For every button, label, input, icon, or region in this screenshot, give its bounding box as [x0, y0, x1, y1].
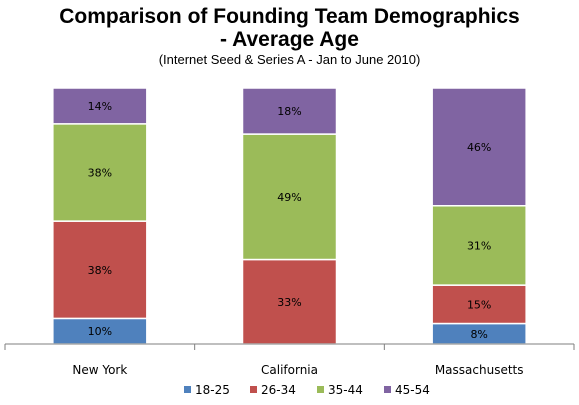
data-label-26-34-california: 33%: [277, 296, 301, 309]
data-label-18-25-massachusetts: 8%: [470, 328, 487, 341]
chart-title-line1: Comparison of Founding Team Demographics: [59, 5, 520, 28]
legend-swatch-26-34: [250, 386, 257, 393]
legend-label-45-54: 45-54: [395, 383, 430, 397]
bar-segment-26-34-new-york: [52, 220, 148, 320]
bar-segment-18-25-new-york: [52, 317, 148, 345]
data-label-26-34-new-york: 38%: [88, 264, 112, 277]
category-label-massachusetts: Massachusetts: [435, 363, 524, 377]
data-label-26-34-massachusetts: 15%: [467, 298, 491, 311]
chart-title-line2: - Average Age: [220, 28, 359, 51]
data-label-35-44-new-york: 38%: [88, 166, 112, 179]
category-label-new-york: New York: [72, 363, 127, 377]
bar-segment-45-54-massachusetts: [431, 87, 527, 207]
bar-segment-45-54-new-york: [52, 87, 148, 125]
data-label-45-54-massachusetts: 46%: [467, 141, 491, 154]
legend-swatch-35-44: [317, 386, 324, 393]
legend-label-35-44: 35-44: [328, 383, 363, 397]
data-label-35-44-california: 49%: [277, 191, 301, 204]
legend-swatch-18-25: [184, 386, 191, 393]
data-label-35-44-massachusetts: 31%: [467, 239, 491, 252]
data-label-18-25-new-york: 10%: [88, 325, 112, 338]
legend-label-26-34: 26-34: [261, 383, 296, 397]
data-label-45-54-california: 18%: [277, 105, 301, 118]
legend-label-18-25: 18-25: [195, 383, 230, 397]
bar-segment-26-34-massachusetts: [431, 284, 527, 325]
chart-subtitle: (Internet Seed & Series A - Jan to June …: [158, 52, 421, 67]
legend-swatch-45-54: [384, 386, 391, 393]
bar-segment-45-54-california: [241, 87, 338, 135]
data-label-45-54-new-york: 14%: [88, 100, 112, 113]
bar-segment-35-44-massachusetts: [431, 205, 527, 286]
category-label-california: California: [261, 363, 318, 377]
